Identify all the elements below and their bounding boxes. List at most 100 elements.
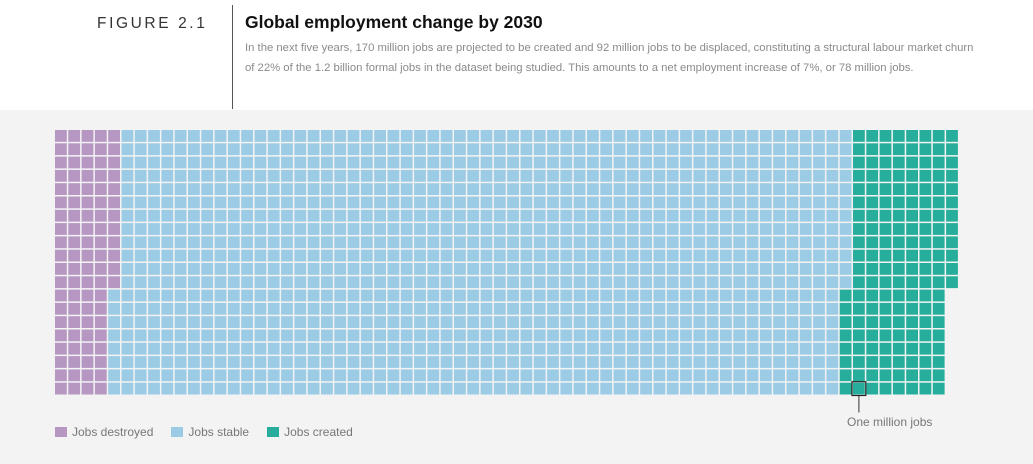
waffle-cell-jobs-stable [241,143,253,156]
waffle-cell-jobs-stable [267,276,280,289]
waffle-cell-jobs-destroyed [108,169,120,182]
waffle-cell-jobs-stable [414,169,426,182]
waffle-cell-jobs-stable [653,382,666,395]
waffle-cell-jobs-stable [347,263,360,275]
waffle-cell-jobs-stable [693,130,706,142]
waffle-cell-jobs-created [853,236,865,249]
waffle-cell-jobs-created [919,263,932,275]
waffle-cell-jobs-stable [174,183,187,195]
figure-title: Global employment change by 2030 [245,12,543,32]
waffle-cell-jobs-stable [161,209,174,222]
waffle-cell-jobs-stable [813,302,825,315]
waffle-cell-jobs-stable [254,289,267,302]
waffle-cell-jobs-stable [227,329,240,342]
waffle-cell-jobs-stable [267,209,280,222]
waffle-cell-jobs-stable [427,276,440,289]
waffle-cell-jobs-stable [547,249,559,262]
waffle-cell-jobs-stable [560,143,573,156]
waffle-cell-jobs-stable [414,130,426,142]
waffle-cell-jobs-stable [613,369,626,382]
waffle-cell-jobs-stable [400,143,413,156]
waffle-cell-jobs-created [879,302,892,315]
waffle-cell-jobs-destroyed [81,302,94,315]
waffle-cell-jobs-stable [347,183,360,195]
waffle-cell-jobs-stable [334,369,347,382]
waffle-cell-jobs-stable [374,382,386,395]
waffle-cell-jobs-stable [706,369,719,382]
waffle-cell-jobs-stable [706,130,719,142]
waffle-cell-jobs-stable [201,249,214,262]
waffle-cell-jobs-stable [560,130,573,142]
waffle-cell-jobs-stable [321,249,333,262]
waffle-cell-jobs-stable [680,289,692,302]
waffle-cell-jobs-stable [573,156,586,169]
waffle-cell-jobs-stable [746,316,759,328]
waffle-cell-jobs-stable [547,156,559,169]
waffle-cell-jobs-stable [227,316,240,328]
waffle-cell-jobs-stable [440,342,453,355]
waffle-cell-jobs-stable [573,276,586,289]
waffle-cell-jobs-stable [281,316,293,328]
waffle-cell-jobs-stable [759,209,772,222]
waffle-cell-jobs-stable [680,249,692,262]
waffle-cell-jobs-stable [360,183,373,195]
waffle-cell-jobs-stable [201,143,214,156]
waffle-cell-jobs-stable [786,236,799,249]
waffle-cell-jobs-stable [108,289,120,302]
waffle-cell-jobs-stable [161,143,174,156]
chart-legend: Jobs destroyed Jobs stable Jobs created [55,425,371,439]
waffle-cell-jobs-stable [400,249,413,262]
waffle-cell-jobs-stable [201,209,214,222]
waffle-cell-jobs-stable [307,156,320,169]
waffle-cell-jobs-stable [480,316,493,328]
waffle-cell-jobs-stable [839,236,852,249]
waffle-cell-jobs-created [946,209,958,222]
waffle-cell-jobs-stable [414,329,426,342]
waffle-cell-jobs-stable [440,316,453,328]
waffle-cell-jobs-stable [467,196,480,209]
waffle-cell-jobs-stable [454,263,466,275]
waffle-cell-jobs-stable [294,209,307,222]
waffle-cell-jobs-stable [600,276,613,289]
waffle-cell-jobs-created [932,356,945,368]
waffle-cell-jobs-created [866,196,879,209]
waffle-cell-jobs-stable [254,329,267,342]
waffle-cell-jobs-created [879,276,892,289]
waffle-cell-jobs-stable [241,236,253,249]
waffle-cell-jobs-stable [693,249,706,262]
waffle-cell-jobs-stable [480,183,493,195]
waffle-cell-jobs-stable [706,356,719,368]
waffle-cell-jobs-stable [374,156,386,169]
waffle-cell-jobs-stable [174,156,187,169]
waffle-cell-jobs-stable [493,356,506,368]
waffle-cell-jobs-stable [121,316,134,328]
waffle-cell-jobs-stable [613,143,626,156]
waffle-cell-jobs-destroyed [68,302,81,315]
waffle-cell-jobs-stable [653,209,666,222]
waffle-cell-jobs-stable [706,276,719,289]
waffle-cell-jobs-stable [201,276,214,289]
waffle-cell-jobs-destroyed [81,183,94,195]
waffle-cell-jobs-stable [387,223,400,235]
waffle-cell-jobs-created [892,263,905,275]
waffle-cell-jobs-created [866,169,879,182]
waffle-cell-jobs-stable [121,223,134,235]
waffle-cell-jobs-stable [427,156,440,169]
waffle-cell-jobs-stable [520,143,533,156]
waffle-cell-jobs-stable [214,356,227,368]
waffle-cell-jobs-stable [666,276,679,289]
waffle-cell-jobs-stable [839,223,852,235]
waffle-cell-jobs-stable [720,130,732,142]
waffle-cell-jobs-stable [547,329,559,342]
waffle-cell-jobs-stable [121,276,134,289]
waffle-cell-jobs-stable [746,249,759,262]
waffle-cell-jobs-stable [427,342,440,355]
waffle-cell-jobs-stable [626,130,639,142]
waffle-cell-jobs-created [866,356,879,368]
waffle-cell-jobs-stable [454,342,466,355]
waffle-cell-jobs-stable [653,369,666,382]
waffle-cell-jobs-stable [121,169,134,182]
waffle-cell-jobs-stable [214,130,227,142]
waffle-cell-jobs-stable [241,169,253,182]
waffle-cell-jobs-created [892,143,905,156]
